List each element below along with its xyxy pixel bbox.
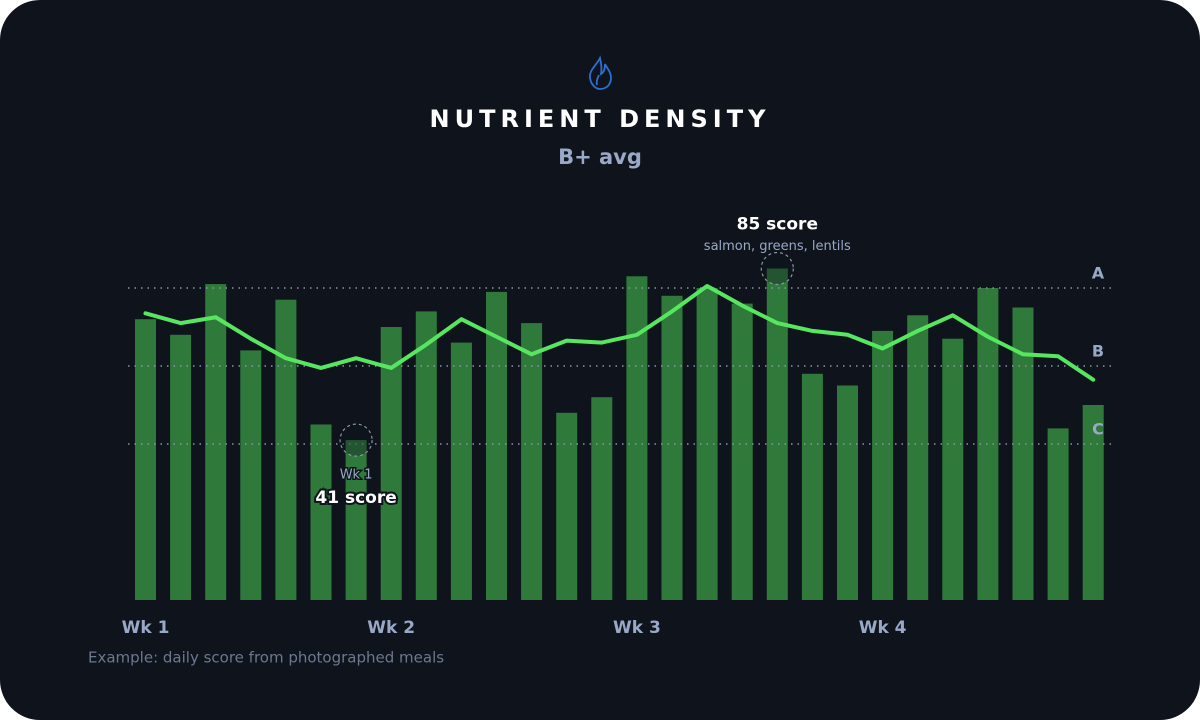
x-tick-label: Wk 4 (859, 618, 907, 638)
annotation-label: Wk 1 (340, 468, 373, 483)
footnote: Example: daily score from photographed m… (88, 649, 444, 667)
bar (591, 397, 613, 600)
y-tick-label: B (1092, 342, 1104, 361)
annotation-text: 85 score (737, 215, 818, 235)
bar (942, 338, 964, 600)
y-tick-label: C (1092, 420, 1104, 439)
bar (345, 440, 367, 600)
annotation-note: salmon, greens, lentils (704, 239, 851, 254)
chart-subtitle: B+ avg (558, 145, 642, 169)
bar (731, 303, 753, 600)
x-tick-label: Wk 2 (367, 618, 415, 638)
bar (872, 330, 894, 600)
annotation-marker (760, 251, 794, 286)
bar (556, 412, 578, 600)
bar (1082, 405, 1104, 600)
bar (240, 350, 262, 600)
flame-icon (589, 55, 612, 90)
bar (380, 327, 402, 600)
bar (135, 319, 156, 600)
annotation-marker (339, 423, 373, 457)
bar (521, 323, 543, 600)
bar (415, 311, 437, 600)
bar (275, 299, 297, 600)
bar (1012, 307, 1034, 600)
bar (661, 295, 683, 600)
bar (1047, 428, 1069, 600)
bar (907, 315, 929, 600)
bar (766, 268, 788, 600)
x-tick-label: Wk 3 (613, 618, 661, 638)
annotation-text: 41 score (315, 488, 396, 508)
bar (310, 424, 332, 600)
bar (450, 342, 472, 600)
x-tick-label: Wk 1 (122, 618, 170, 638)
trend-line (143, 284, 1096, 382)
bar (626, 276, 648, 600)
bar (205, 284, 227, 600)
bar (486, 291, 507, 600)
bar (170, 334, 192, 600)
y-tick-label: A (1092, 264, 1105, 283)
bar (837, 385, 858, 600)
bar (801, 373, 823, 600)
chart-title: NUTRIENT DENSITY (430, 105, 771, 133)
